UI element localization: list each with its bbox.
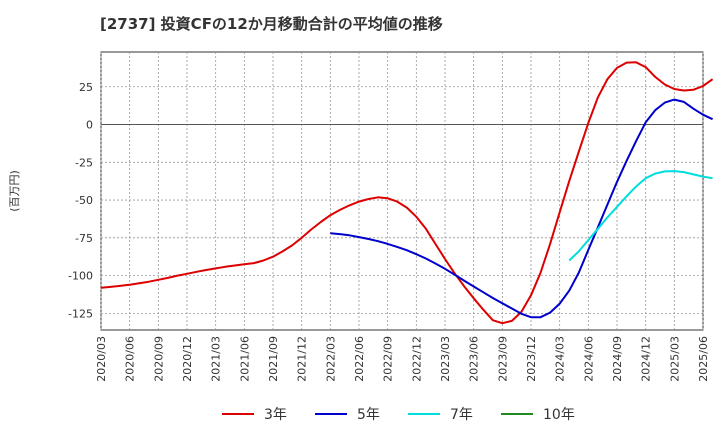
legend-label-4: 10年 xyxy=(543,407,575,423)
y-axis-label: (百万円) xyxy=(8,170,21,212)
legend: 3年 5年 7年 10年 xyxy=(222,407,575,423)
legend-label-3: 7年 xyxy=(450,407,473,423)
x-tick-label: 2023/06 xyxy=(468,336,481,382)
x-tick-label: 2022/03 xyxy=(324,336,337,382)
legend-label-1: 3年 xyxy=(264,407,287,423)
x-tick-label: 2024/06 xyxy=(582,336,595,382)
x-tick-label: 2021/09 xyxy=(267,336,280,382)
x-axis: 2020/03 2020/06 2020/09 2020/12 2021/03 2021/… xyxy=(95,336,710,382)
y-tick-label: -50 xyxy=(75,194,93,207)
series-line-1 xyxy=(100,61,714,325)
y-axis-label-group: (百万円) xyxy=(8,170,21,212)
x-tick-label: 2020/09 xyxy=(152,336,165,382)
y-axis: 25 0 -25 -50 -75 -100 -125 xyxy=(68,81,93,321)
x-tick-label: 2024/09 xyxy=(611,336,624,382)
y-tick-label: -125 xyxy=(68,307,93,320)
y-tick-label: 25 xyxy=(79,81,93,94)
x-tick-label: 2021/03 xyxy=(210,336,223,382)
x-tick-label: 2020/12 xyxy=(181,336,194,382)
x-tick-label: 2025/06 xyxy=(697,336,710,382)
x-tick-label: 2024/03 xyxy=(554,336,567,382)
x-tick-label: 2025/03 xyxy=(668,336,681,382)
series-line-2 xyxy=(330,98,714,319)
y-tick-label: -75 xyxy=(75,232,93,245)
y-tick-label: 0 xyxy=(86,119,93,132)
grid-lines xyxy=(100,52,704,330)
legend-label-2: 5年 xyxy=(357,407,380,423)
y-tick-label: -25 xyxy=(75,156,93,169)
chart-title: [2737] 投資CFの12か月移動合計の平均値の推移 xyxy=(100,15,443,33)
x-tick-label: 2023/12 xyxy=(525,336,538,382)
series-line-3 xyxy=(568,170,713,262)
x-tick-label: 2023/03 xyxy=(439,336,452,382)
x-tick-label: 2024/12 xyxy=(640,336,653,382)
y-tick-label: -100 xyxy=(68,270,93,283)
x-tick-label: 2023/09 xyxy=(496,336,509,382)
x-tick-label: 2020/06 xyxy=(124,336,137,382)
x-tick-label: 2020/03 xyxy=(95,336,108,382)
x-tick-label: 2022/09 xyxy=(382,336,395,382)
series-lines xyxy=(100,61,714,325)
plot-frame xyxy=(100,51,704,331)
x-tick-label: 2022/06 xyxy=(353,336,366,382)
plot-area xyxy=(100,51,704,331)
x-tick-label: 2021/12 xyxy=(296,336,309,382)
x-tick-label: 2021/06 xyxy=(238,336,251,382)
x-tick-label: 2022/12 xyxy=(410,336,423,382)
